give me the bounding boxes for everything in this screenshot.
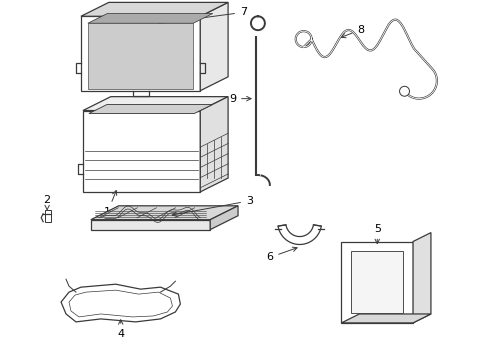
Polygon shape [91,220,210,230]
Polygon shape [83,111,200,192]
Polygon shape [69,290,172,317]
Text: 3: 3 [172,196,252,216]
Polygon shape [200,96,227,192]
Polygon shape [61,284,180,322]
Polygon shape [45,210,51,222]
Polygon shape [88,13,212,23]
Circle shape [399,86,408,96]
Polygon shape [351,251,402,313]
Polygon shape [81,16,200,91]
Polygon shape [91,206,238,220]
Text: 7: 7 [159,7,246,25]
Text: 8: 8 [341,25,364,38]
Text: 4: 4 [117,320,124,339]
Polygon shape [341,242,412,323]
Polygon shape [89,104,212,113]
Polygon shape [83,96,227,111]
Text: 6: 6 [266,247,297,262]
Polygon shape [341,314,430,323]
Polygon shape [81,3,227,16]
Polygon shape [88,23,193,89]
Text: 1: 1 [104,190,117,217]
Polygon shape [210,206,238,230]
Text: 9: 9 [228,94,250,104]
Polygon shape [200,3,227,91]
Polygon shape [278,225,321,244]
Text: 2: 2 [43,195,51,211]
Text: 5: 5 [373,224,380,244]
Polygon shape [412,233,430,323]
